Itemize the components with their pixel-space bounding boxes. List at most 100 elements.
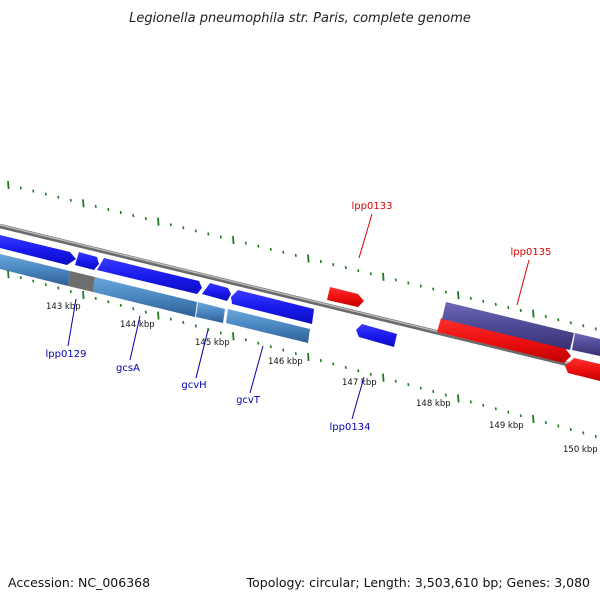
tick-label: 147 kbp (342, 378, 377, 388)
gc-tick (294, 253, 297, 257)
gc-content-ticks-inner (7, 270, 597, 438)
rna-track-gcsA[interactable] (93, 277, 197, 317)
gene-labels: lpp0129 gcsA gcvH gcvT lpp0134 lpp0133 l… (46, 201, 552, 433)
gc-tick (332, 362, 335, 366)
rna-track-gcvH[interactable] (196, 302, 225, 323)
gc-tick (407, 383, 410, 387)
gc-tick (107, 207, 110, 212)
gc-tick (44, 283, 47, 287)
gc-tick (469, 400, 472, 404)
gc-tick (444, 393, 447, 397)
gene-feature-gcvT[interactable] (231, 290, 314, 324)
gc-tick (332, 263, 335, 267)
gene-feature-lpp0134[interactable] (356, 324, 397, 347)
gc-tick (107, 300, 110, 304)
gene-label-gcvT[interactable]: gcvT (236, 395, 261, 406)
map-title: Legionella pneumophila str. Paris, compl… (129, 11, 471, 26)
gc-tick (194, 229, 197, 233)
gc-tick (569, 427, 572, 432)
gene-feature-gcvH[interactable] (202, 283, 231, 301)
gc-tick (557, 318, 560, 322)
gc-tick (532, 415, 535, 424)
gc-tick (57, 195, 60, 199)
gc-tick (444, 290, 447, 294)
gc-tick (319, 358, 322, 363)
rna-track-gcvT[interactable] (226, 309, 310, 343)
gc-tick (482, 403, 485, 407)
gc-tick (257, 244, 260, 248)
gc-tick (407, 281, 410, 285)
gene-label-lpp0135[interactable]: lpp0135 (511, 247, 552, 258)
gc-tick (119, 210, 122, 215)
gc-tick (244, 241, 247, 245)
tick-label: 149 kbp (489, 421, 524, 431)
gc-tick (344, 365, 347, 369)
rna-track-forward[interactable] (0, 254, 70, 286)
gc-tick (19, 276, 22, 280)
gene-feature-lpp0135-rev[interactable] (437, 318, 571, 363)
tick-label: 148 kbp (416, 399, 451, 409)
gene-label-lpp0133[interactable]: lpp0133 (352, 201, 393, 212)
gc-tick (294, 352, 297, 356)
gc-tick (394, 278, 397, 282)
gc-tick (282, 250, 285, 254)
genome-summary-text: Topology: circular; Length: 3,503,610 bp… (246, 575, 590, 590)
product-tracks (0, 254, 600, 356)
gc-tick (232, 332, 235, 341)
gene-label-lpp0134[interactable]: lpp0134 (330, 422, 371, 433)
gc-tick (432, 389, 435, 394)
gc-tick (182, 226, 185, 230)
gc-tick (594, 327, 597, 331)
gene-feature-lpp0136-rev[interactable] (565, 358, 600, 381)
gc-tick (307, 352, 310, 362)
gene-label-lpp0129[interactable]: lpp0129 (46, 349, 87, 360)
gc-tick (394, 379, 397, 383)
gene-label-gcsA[interactable]: gcsA (116, 363, 140, 374)
gc-tick (269, 345, 272, 349)
gc-tick (544, 421, 547, 425)
gc-tick (544, 315, 547, 319)
reverse-strand-genes (327, 287, 600, 381)
gc-tick (594, 434, 597, 438)
gc-tick (82, 199, 85, 208)
gc-tick (319, 259, 322, 264)
gc-tick (307, 254, 310, 263)
gc-tick (457, 394, 460, 403)
gc-tick (419, 284, 422, 288)
rna-track-lpp0135[interactable] (442, 302, 574, 350)
gc-tick (482, 299, 485, 303)
gc-tick (169, 223, 172, 227)
gene-feature-lpp0133[interactable] (327, 287, 364, 307)
gc-tick (419, 386, 422, 390)
gene-label-gcvH[interactable]: gcvH (181, 380, 206, 391)
pseudogene-segment[interactable] (68, 271, 95, 292)
gene-leader-lines (67, 213, 530, 420)
gene-feature-gcsA[interactable] (97, 258, 202, 294)
gc-tick (132, 307, 135, 311)
forward-strand-genes (0, 235, 397, 347)
gc-tick (19, 186, 22, 190)
gc-tick (94, 296, 97, 300)
gc-tick (232, 236, 235, 245)
gc-tick (357, 269, 360, 273)
gc-tick (157, 217, 160, 226)
gc-tick (94, 204, 97, 208)
gc-tick (494, 302, 497, 306)
gc-tick (182, 320, 185, 325)
gc-tick (369, 272, 372, 276)
gene-feature-lpp0128[interactable] (75, 252, 99, 270)
tick-label: 150 kbp (563, 445, 598, 455)
tick-label: 145 kbp (195, 338, 230, 348)
accession-text: Accession: NC_006368 (8, 575, 150, 590)
gc-tick (494, 407, 497, 411)
gc-tick (207, 232, 210, 236)
gc-tick (7, 180, 10, 190)
rna-track-lpp0136[interactable] (572, 333, 600, 356)
gc-content-ticks-outer (7, 180, 597, 331)
kbp-ticks: 143 kbp 144 kbp 145 kbp 146 kbp 147 kbp … (46, 302, 598, 455)
gc-tick (382, 373, 385, 382)
gc-tick (219, 235, 222, 239)
gene-feature-lpp0127[interactable] (0, 235, 76, 265)
tick-label: 144 kbp (120, 320, 155, 330)
